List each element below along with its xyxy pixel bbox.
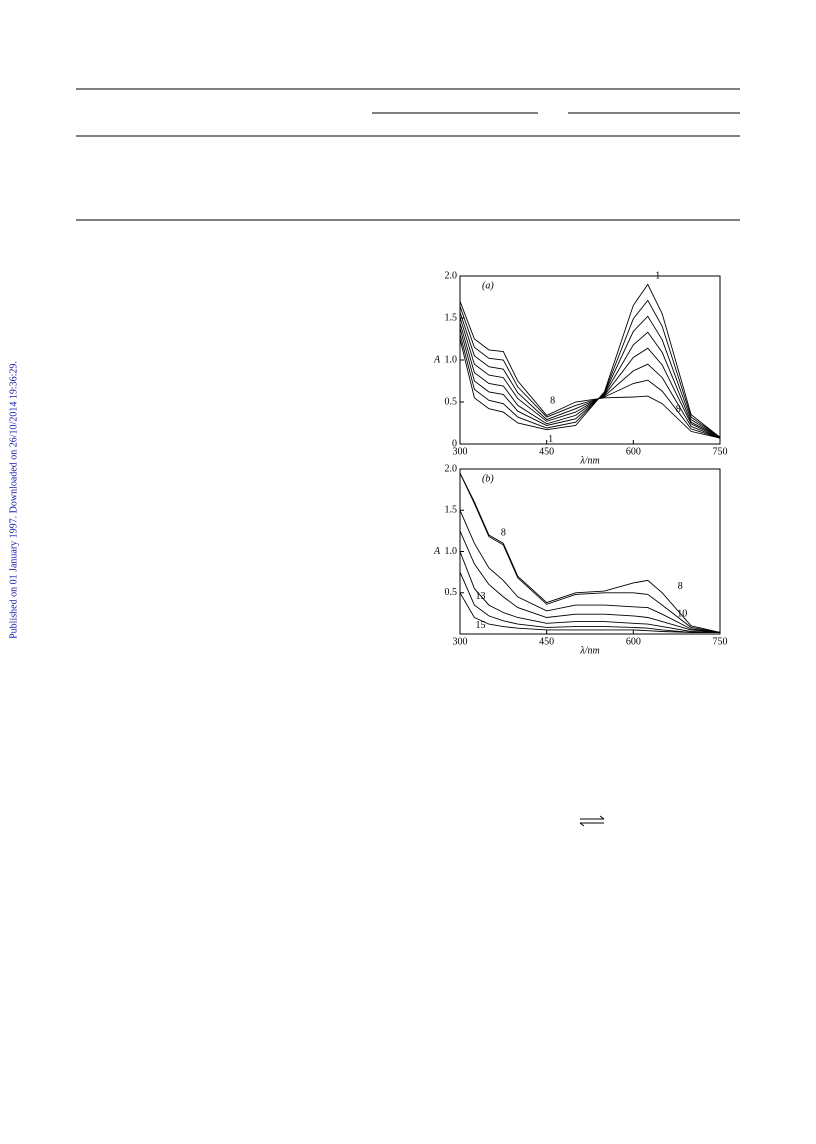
spectrum-line (459, 472, 721, 633)
curve-label: 1 (548, 434, 553, 445)
y-tick-label: 0.5 (445, 587, 458, 598)
curve-label: 1 (655, 271, 660, 282)
x-tick-label: 750 (713, 636, 728, 647)
spectrum-line (459, 299, 721, 438)
x-tick-label: 600 (626, 446, 641, 457)
spectrum-line (459, 571, 720, 633)
panel-label: (b) (482, 473, 494, 484)
side-note: Published on 01 January 1997. Downloaded… (8, 361, 19, 639)
x-tick-label: 450 (539, 446, 554, 457)
x-axis-label: λ/nm (579, 455, 599, 466)
x-tick-label: 600 (626, 636, 641, 647)
curve-label: 8 (501, 528, 506, 539)
x-tick-label: 300 (453, 636, 468, 647)
y-tick-label: 1.0 (445, 546, 458, 557)
curve-label: 10 (677, 608, 687, 619)
spectrum-line (459, 315, 721, 438)
y-axis-label: A (433, 546, 441, 557)
curve-label: 13 (475, 591, 485, 602)
x-axis-label: λ/nm (579, 645, 599, 656)
panel-label: (a) (482, 280, 494, 291)
y-tick-label: 0 (452, 438, 457, 449)
curve-label: 8 (678, 581, 683, 592)
spectrum-line (459, 283, 721, 438)
x-tick-label: 300 (453, 446, 468, 457)
spectrum-line (459, 317, 721, 439)
spectrum-line (459, 322, 721, 438)
x-tick-label: 450 (539, 636, 554, 647)
y-tick-label: 0.5 (445, 396, 458, 407)
curve-label: 15 (475, 620, 485, 631)
y-tick-label: 1.5 (445, 312, 458, 323)
spectrum-line (459, 472, 721, 633)
y-tick-label: 1.5 (445, 505, 458, 516)
curve-label: 8 (550, 396, 555, 407)
curve-label: 8 (676, 404, 681, 415)
plot-frame (459, 275, 721, 445)
spectrum-line (459, 551, 721, 633)
spectrum-line (459, 301, 721, 439)
spectrum-line (459, 592, 720, 633)
y-axis-label: A (433, 354, 441, 365)
spectrum-line (459, 306, 721, 439)
equilibrium-arrows (579, 815, 605, 827)
y-tick-label: 1.0 (445, 354, 458, 365)
spectrum-line (459, 311, 721, 439)
y-tick-label: 2.0 (445, 463, 458, 474)
spectrum-line (459, 530, 721, 633)
y-tick-label: 2.0 (445, 270, 458, 281)
spectrum-line (459, 510, 721, 633)
x-tick-label: 750 (713, 446, 728, 457)
